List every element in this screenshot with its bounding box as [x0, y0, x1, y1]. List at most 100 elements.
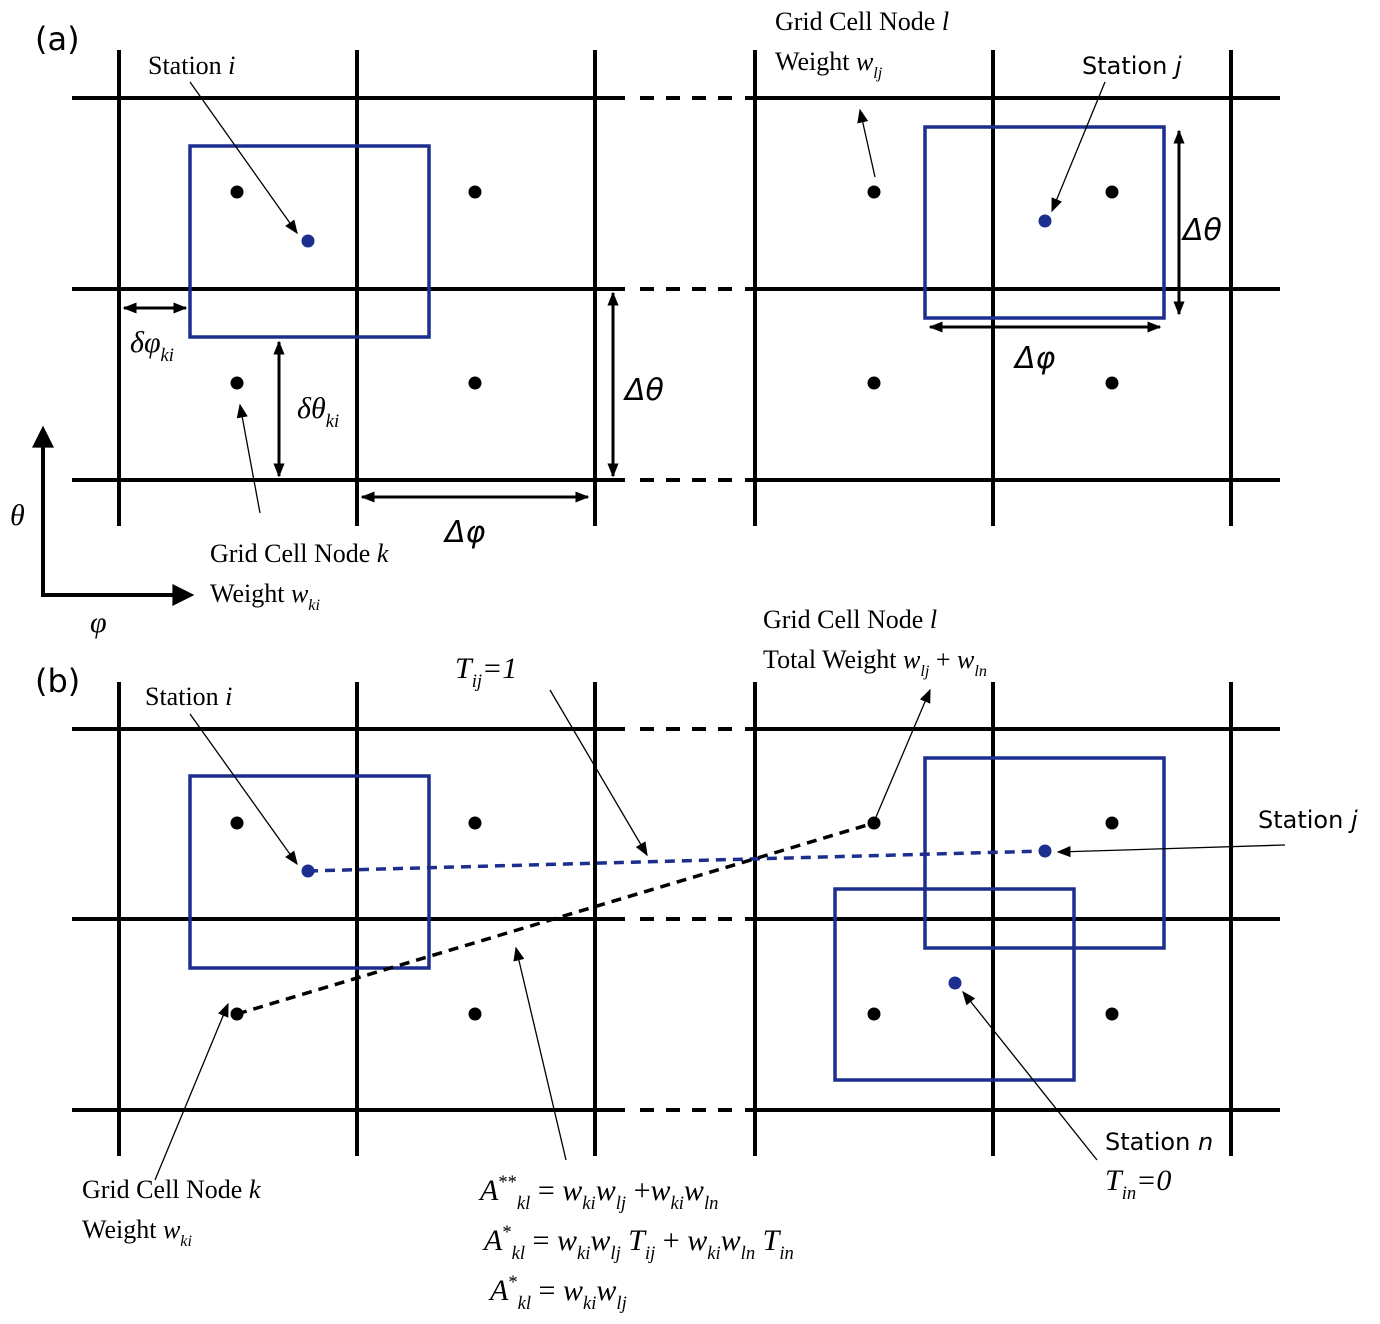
text-run: i [228, 51, 235, 80]
text-run: j [1172, 52, 1182, 80]
text-run: Total Weight [763, 645, 903, 674]
text-run: = [525, 1224, 557, 1257]
text-run: kl [517, 1193, 530, 1214]
text-run: w [684, 1174, 704, 1207]
annotation: Weight wki [210, 579, 320, 614]
text-run: Weight [82, 1215, 163, 1244]
panel-a-grid [32, 50, 1280, 606]
text-run: ij [472, 671, 482, 692]
text-run: l [930, 605, 937, 634]
text-run: + [655, 1224, 687, 1257]
text-run: T [755, 1224, 782, 1257]
annotation: Station j [1258, 806, 1358, 834]
text-run: k [249, 1175, 261, 1204]
panel-label: (b) [35, 662, 80, 700]
panel-b-grid [72, 682, 1286, 1181]
annotation: θ [10, 499, 25, 532]
text-run: ki [582, 1193, 595, 1214]
text-run: * [508, 1272, 517, 1293]
text-run: Station [148, 51, 228, 80]
text-run: ln [974, 663, 987, 680]
text-run: w [596, 1174, 616, 1207]
annotation: Δφ [1013, 341, 1056, 376]
text-run: ki [707, 1243, 720, 1264]
text-run: Grid Cell Node [775, 7, 942, 36]
text-run: + [929, 645, 957, 674]
annotation: Weight wki [82, 1215, 192, 1250]
text-run: ki [308, 597, 320, 614]
text-run: Δθ [1181, 213, 1222, 248]
text-run: ** [498, 1172, 517, 1193]
text-run: φ [90, 606, 107, 639]
text-run: w [856, 47, 874, 76]
text-run: kl [518, 1293, 531, 1314]
text-run: w [590, 1224, 610, 1257]
annotation: Tij=1 [455, 652, 517, 692]
annotation: Weight wlj [775, 47, 883, 82]
text-run: * [502, 1222, 511, 1243]
text-run: A [482, 1224, 503, 1257]
annotation: Station i [145, 682, 232, 711]
text-run: w [650, 1174, 670, 1207]
annotation: Station i [148, 51, 235, 80]
text-run: Station [1258, 806, 1351, 834]
annotation: A**kl = wkiwlj +wkiwln [478, 1172, 718, 1214]
text-run: k [377, 539, 389, 568]
annotation: Grid Cell Node k [82, 1175, 261, 1204]
text-run: Grid Cell Node [210, 539, 377, 568]
text-run: ki [326, 411, 339, 432]
annotation: δφki [130, 326, 174, 366]
text-run: θ [10, 499, 25, 532]
text-run: δθ [297, 392, 326, 425]
text-run: Station [1082, 52, 1175, 80]
text-run: lj [616, 1293, 626, 1314]
text-run: Station [145, 682, 225, 711]
text-run: + [626, 1174, 650, 1207]
text-run: l [942, 7, 949, 36]
text-run: lj [873, 65, 882, 82]
text-run: in [779, 1243, 793, 1264]
text-run: Weight [775, 47, 856, 76]
text-run: w [562, 1174, 582, 1207]
text-run: lj [610, 1243, 620, 1264]
text-run: ln [741, 1243, 755, 1264]
annotation: Station n [1105, 1128, 1213, 1156]
annotation: A*kl = wkiwlj Tij + wkiwln Tin [482, 1222, 794, 1264]
text-run: Δφ [443, 515, 486, 550]
text-run: j [1348, 806, 1358, 834]
text-run: lj [616, 1193, 626, 1214]
text-run: ki [180, 1233, 192, 1250]
text-run: w [163, 1215, 181, 1244]
text-run: w [957, 645, 975, 674]
annotation: Grid Cell Node l [775, 7, 949, 36]
text-run: Δφ [1013, 341, 1056, 376]
text-run: w [557, 1224, 577, 1257]
text-run: A [488, 1274, 509, 1307]
text-run: w [291, 579, 309, 608]
text-run: Grid Cell Node [763, 605, 930, 634]
text-run: w [903, 645, 921, 674]
annotation: Grid Cell Node k [210, 539, 389, 568]
annotation: Δθ [623, 373, 664, 408]
text-run: w [721, 1224, 741, 1257]
annotation: Grid Cell Node l [763, 605, 937, 634]
text-run: w [596, 1274, 616, 1307]
text-run: Station [1105, 1128, 1198, 1156]
text-run: i [225, 682, 232, 711]
text-run: Grid Cell Node [82, 1175, 249, 1204]
annotation: A*kl = wkiwlj [488, 1272, 627, 1314]
annotation: Tin=0 [1105, 1164, 1171, 1204]
text-run: T [621, 1224, 648, 1257]
text-run: kl [512, 1243, 525, 1264]
text-run: w [563, 1274, 583, 1307]
panel-label: (a) [35, 20, 80, 58]
annotation: Δθ [1181, 213, 1222, 248]
annotation: Total Weight wlj + wln [763, 645, 987, 680]
text-run: in [1122, 1183, 1136, 1204]
annotation: Δφ [443, 515, 486, 550]
text-run: T [455, 652, 474, 685]
annotation: δθki [297, 392, 339, 432]
text-run: δφ [130, 326, 161, 359]
text-run: lj [920, 663, 929, 680]
